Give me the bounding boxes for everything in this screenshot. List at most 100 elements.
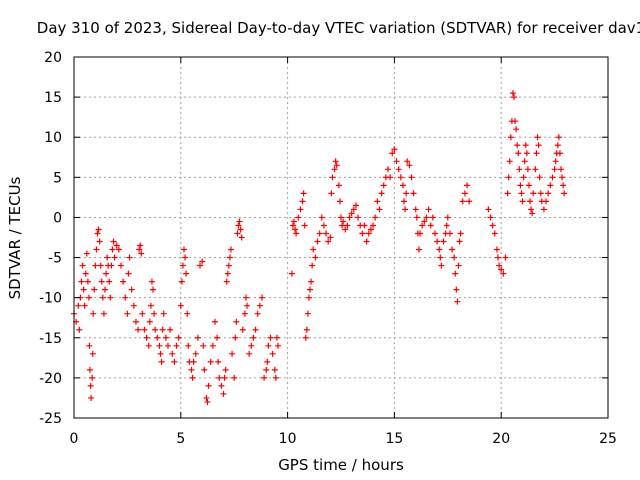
data-point [423,214,430,221]
data-point [87,382,94,389]
y-tick-label: -15 [39,331,62,347]
data-point [156,342,163,349]
data-point [91,286,98,293]
data-point [444,214,451,221]
data-point [406,162,413,169]
data-point [419,222,426,229]
data-point [207,358,214,365]
data-point [543,198,550,205]
data-point [169,350,176,357]
y-tick-label: 0 [53,210,62,226]
data-point [558,166,565,173]
data-point [194,334,201,341]
data-point [99,294,106,301]
data-point [151,310,158,317]
data-point [350,206,357,213]
data-point [534,134,541,141]
data-point [273,334,280,341]
data-point [410,190,417,197]
data-point [126,254,133,261]
data-point [154,334,161,341]
data-point [175,334,182,341]
data-point [267,334,274,341]
data-point [89,374,96,381]
data-point [506,158,513,165]
data-point [94,230,101,237]
data-point [352,202,359,209]
data-point [81,302,88,309]
data-point [150,286,157,293]
y-tick-label: 20 [44,50,62,66]
data-point [108,262,115,269]
data-point [429,214,436,221]
data-point [512,118,519,125]
data-point [446,230,453,237]
data-point [297,206,304,213]
data-point [452,270,459,277]
data-point [184,310,191,317]
data-point [185,342,192,349]
data-point [339,222,346,229]
data-point [487,214,494,221]
x-tick-label: 20 [492,431,510,447]
data-point [380,182,387,189]
data-point [265,342,272,349]
data-point [299,198,306,205]
y-tick-label: -10 [39,291,62,307]
data-point [434,238,441,245]
data-point [529,210,536,217]
data-point [325,238,332,245]
data-point [234,230,241,237]
data-point [113,242,120,249]
data-point [537,190,544,197]
data-point [466,198,473,205]
data-point [261,374,268,381]
data-point [457,230,464,237]
data-point [137,242,144,249]
data-point [304,310,311,317]
data-point [329,174,336,181]
data-point [344,222,351,229]
data-point [528,206,535,213]
data-point [157,350,164,357]
data-point [103,270,110,277]
y-tick-label: -20 [39,371,62,387]
data-point [146,318,153,325]
data-point [402,206,409,213]
data-point [141,326,148,333]
data-point [498,266,505,273]
data-point [328,190,335,197]
data-point [523,150,530,157]
data-point [513,126,520,133]
data-point [301,222,308,229]
data-point [421,218,428,225]
data-point [327,234,334,241]
data-point [229,350,236,357]
data-point [346,214,353,221]
data-point [417,230,424,237]
data-point [173,342,180,349]
data-point [372,214,379,221]
data-point [115,246,122,253]
axis-ticks [73,56,609,419]
data-point [88,394,95,401]
data-point [365,230,372,237]
data-point [80,286,87,293]
data-point [92,262,99,269]
data-point [389,150,396,157]
data-point [387,174,394,181]
data-point [511,94,518,101]
data-point [292,226,299,233]
data-point [500,270,507,277]
data-point [225,262,232,269]
data-point [540,206,547,213]
data-point [451,254,458,261]
data-point [223,278,230,285]
data-point [101,286,108,293]
data-point [106,278,113,285]
data-point [455,262,462,269]
x-tick-label: 5 [176,431,185,447]
x-tick-label: 15 [385,431,403,447]
data-point [148,278,155,285]
data-point [516,166,523,173]
